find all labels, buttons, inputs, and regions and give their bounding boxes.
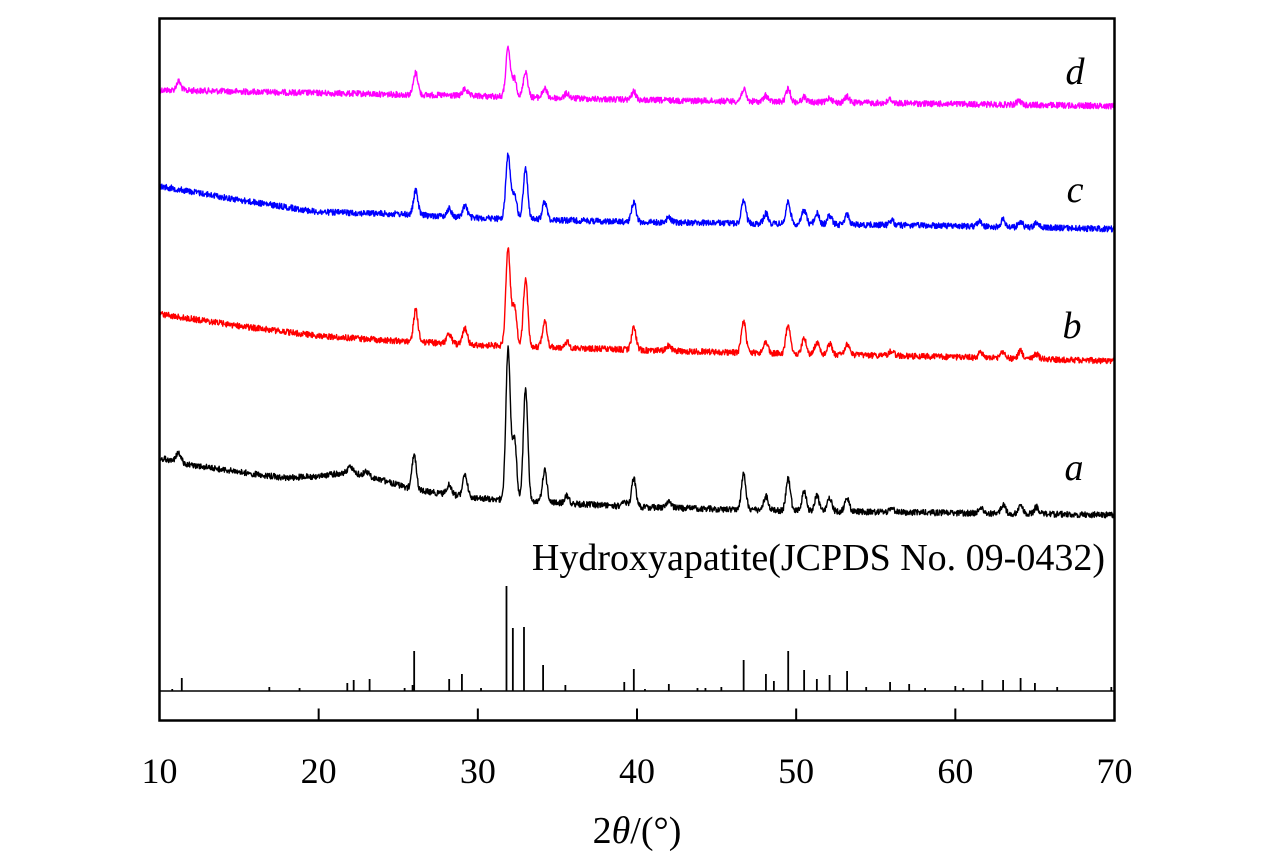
x-tick-label: 30 (460, 751, 496, 791)
x-tick-label: 50 (778, 751, 814, 791)
reference-pattern (159, 586, 1115, 692)
x-tick-label: 60 (937, 751, 973, 791)
x-tick-label: 40 (619, 751, 655, 791)
series-label-b: b (1063, 305, 1082, 347)
series-label-d: d (1066, 51, 1086, 93)
series-labels: d c b a (1063, 51, 1086, 489)
plot-frame (158, 17, 1116, 722)
x-tick-label: 70 (1097, 751, 1133, 791)
reference-title: Hydroxyapatite(JCPDS No. 09-0432) (532, 537, 1105, 579)
series-line-b (158, 247, 1115, 365)
series-line-a (158, 345, 1115, 519)
series-group (158, 45, 1116, 519)
series-line-d (158, 45, 1115, 110)
x-axis-ticks: 10 20 30 40 50 60 70 (142, 708, 1133, 791)
x-axis-title: 2θ/(°) (593, 810, 682, 852)
series-label-c: c (1067, 169, 1084, 211)
x-tick-label: 10 (142, 751, 178, 791)
series-label-a: a (1065, 447, 1084, 489)
series-line-c (159, 152, 1116, 233)
x-tick-label: 20 (301, 751, 337, 791)
